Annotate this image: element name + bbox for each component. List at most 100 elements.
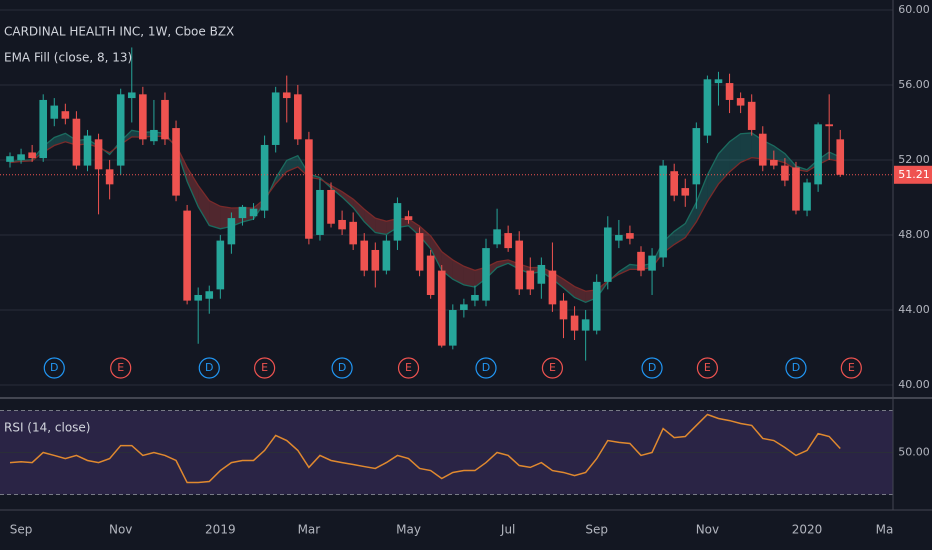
candle-body <box>792 167 800 211</box>
candle-body <box>150 129 158 142</box>
candle-body <box>825 124 833 127</box>
ema-fill <box>463 266 475 288</box>
candle-body <box>758 133 767 166</box>
ema-fill <box>209 200 221 229</box>
candle-body <box>316 189 324 235</box>
last-price-box <box>894 165 932 184</box>
candle-body <box>249 208 258 217</box>
y-tick-label: 52.00 <box>898 153 930 166</box>
event-label: D <box>482 361 490 374</box>
candle-body <box>725 83 734 100</box>
event-marker <box>254 357 276 379</box>
candle-body <box>83 135 92 166</box>
event-marker <box>198 357 220 379</box>
candle-body <box>294 94 302 140</box>
candle-body <box>603 227 612 282</box>
candle-body <box>626 233 634 239</box>
candle-body <box>471 294 479 301</box>
ema-fill <box>452 259 464 285</box>
candle-body <box>426 255 435 295</box>
candle-body <box>504 233 512 249</box>
candle-body <box>814 124 822 185</box>
candle-body <box>382 240 391 271</box>
event-marker <box>641 357 663 379</box>
candle-body <box>371 249 380 271</box>
candle-body <box>703 79 712 136</box>
candle-body <box>227 218 236 245</box>
candle-body <box>482 248 490 301</box>
candle-body <box>559 300 568 320</box>
candle-body <box>537 264 546 284</box>
event-label: E <box>549 361 556 374</box>
candle-body <box>449 309 457 346</box>
ema-fill <box>707 153 719 202</box>
ema-line <box>9 135 841 292</box>
candle-body <box>116 94 125 166</box>
event-label: E <box>848 361 855 374</box>
candle-body <box>260 144 269 211</box>
candle-body <box>493 229 501 245</box>
candle-body <box>437 270 446 346</box>
candle-body <box>770 159 778 166</box>
candle-body <box>39 99 48 159</box>
event-label: E <box>117 361 124 374</box>
x-tick-label: Nov <box>109 523 132 537</box>
candle-body <box>393 203 402 241</box>
rsi-line <box>9 413 841 484</box>
candle-body <box>781 165 789 181</box>
y-tick-label: 48.00 <box>898 228 930 241</box>
y-tick-label: 60.00 <box>898 3 930 16</box>
ema-fill <box>740 132 752 163</box>
rsi-title: RSI (14, close) <box>4 421 90 435</box>
candle-body <box>6 156 14 162</box>
candle-body <box>205 291 214 299</box>
ema-fill <box>685 202 697 238</box>
event-label: D <box>205 361 213 374</box>
candle-body <box>460 304 468 310</box>
event-marker <box>785 357 807 379</box>
x-tick-label: 2020 <box>792 523 823 537</box>
candle-body <box>216 240 225 290</box>
event-label: E <box>261 361 268 374</box>
candle-body <box>139 94 147 140</box>
x-tick-label: Mar <box>298 523 321 537</box>
ema-fill <box>342 191 354 208</box>
ema-fill <box>275 160 287 184</box>
event-marker <box>475 357 497 379</box>
candle-body <box>681 188 690 196</box>
candle-body <box>803 182 811 211</box>
ema-fill <box>430 235 442 271</box>
candle-body <box>836 139 845 175</box>
candle-body <box>282 92 291 99</box>
y-tick-label: 44.00 <box>898 303 930 316</box>
candle-body <box>161 99 169 140</box>
ema-fill <box>419 226 431 249</box>
candle-body <box>338 219 346 230</box>
candle-body <box>548 270 557 305</box>
last-price-label: 51.21 <box>898 168 930 181</box>
ema-fill <box>353 199 365 222</box>
candle-body <box>327 189 335 224</box>
x-tick-label: Sep <box>585 523 608 537</box>
y-tick-label: 56.00 <box>898 78 930 91</box>
candle-body <box>581 319 590 331</box>
event-label: D <box>50 361 58 374</box>
event-marker <box>397 357 420 379</box>
ema-fill <box>563 279 575 298</box>
candle-body <box>637 251 645 271</box>
event-marker <box>331 357 353 379</box>
candle-body <box>659 165 667 258</box>
candle-body <box>747 101 756 130</box>
candle-body <box>172 128 180 196</box>
candle-body <box>526 270 535 290</box>
candle-body <box>692 128 701 185</box>
ema-fill <box>773 145 785 163</box>
candle-body <box>105 169 114 185</box>
x-tick-label: Ma <box>876 523 894 537</box>
event-marker <box>696 357 719 379</box>
event-marker <box>110 357 132 379</box>
x-tick-label: 2019 <box>205 523 236 537</box>
